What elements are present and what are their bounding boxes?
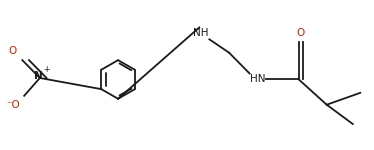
Text: NH: NH: [193, 28, 209, 38]
Text: +: +: [43, 64, 50, 74]
Text: O: O: [9, 46, 17, 56]
Text: O: O: [297, 28, 305, 38]
Text: HN: HN: [250, 74, 266, 84]
Text: ⁻O: ⁻O: [6, 100, 20, 110]
Text: N: N: [34, 72, 42, 81]
